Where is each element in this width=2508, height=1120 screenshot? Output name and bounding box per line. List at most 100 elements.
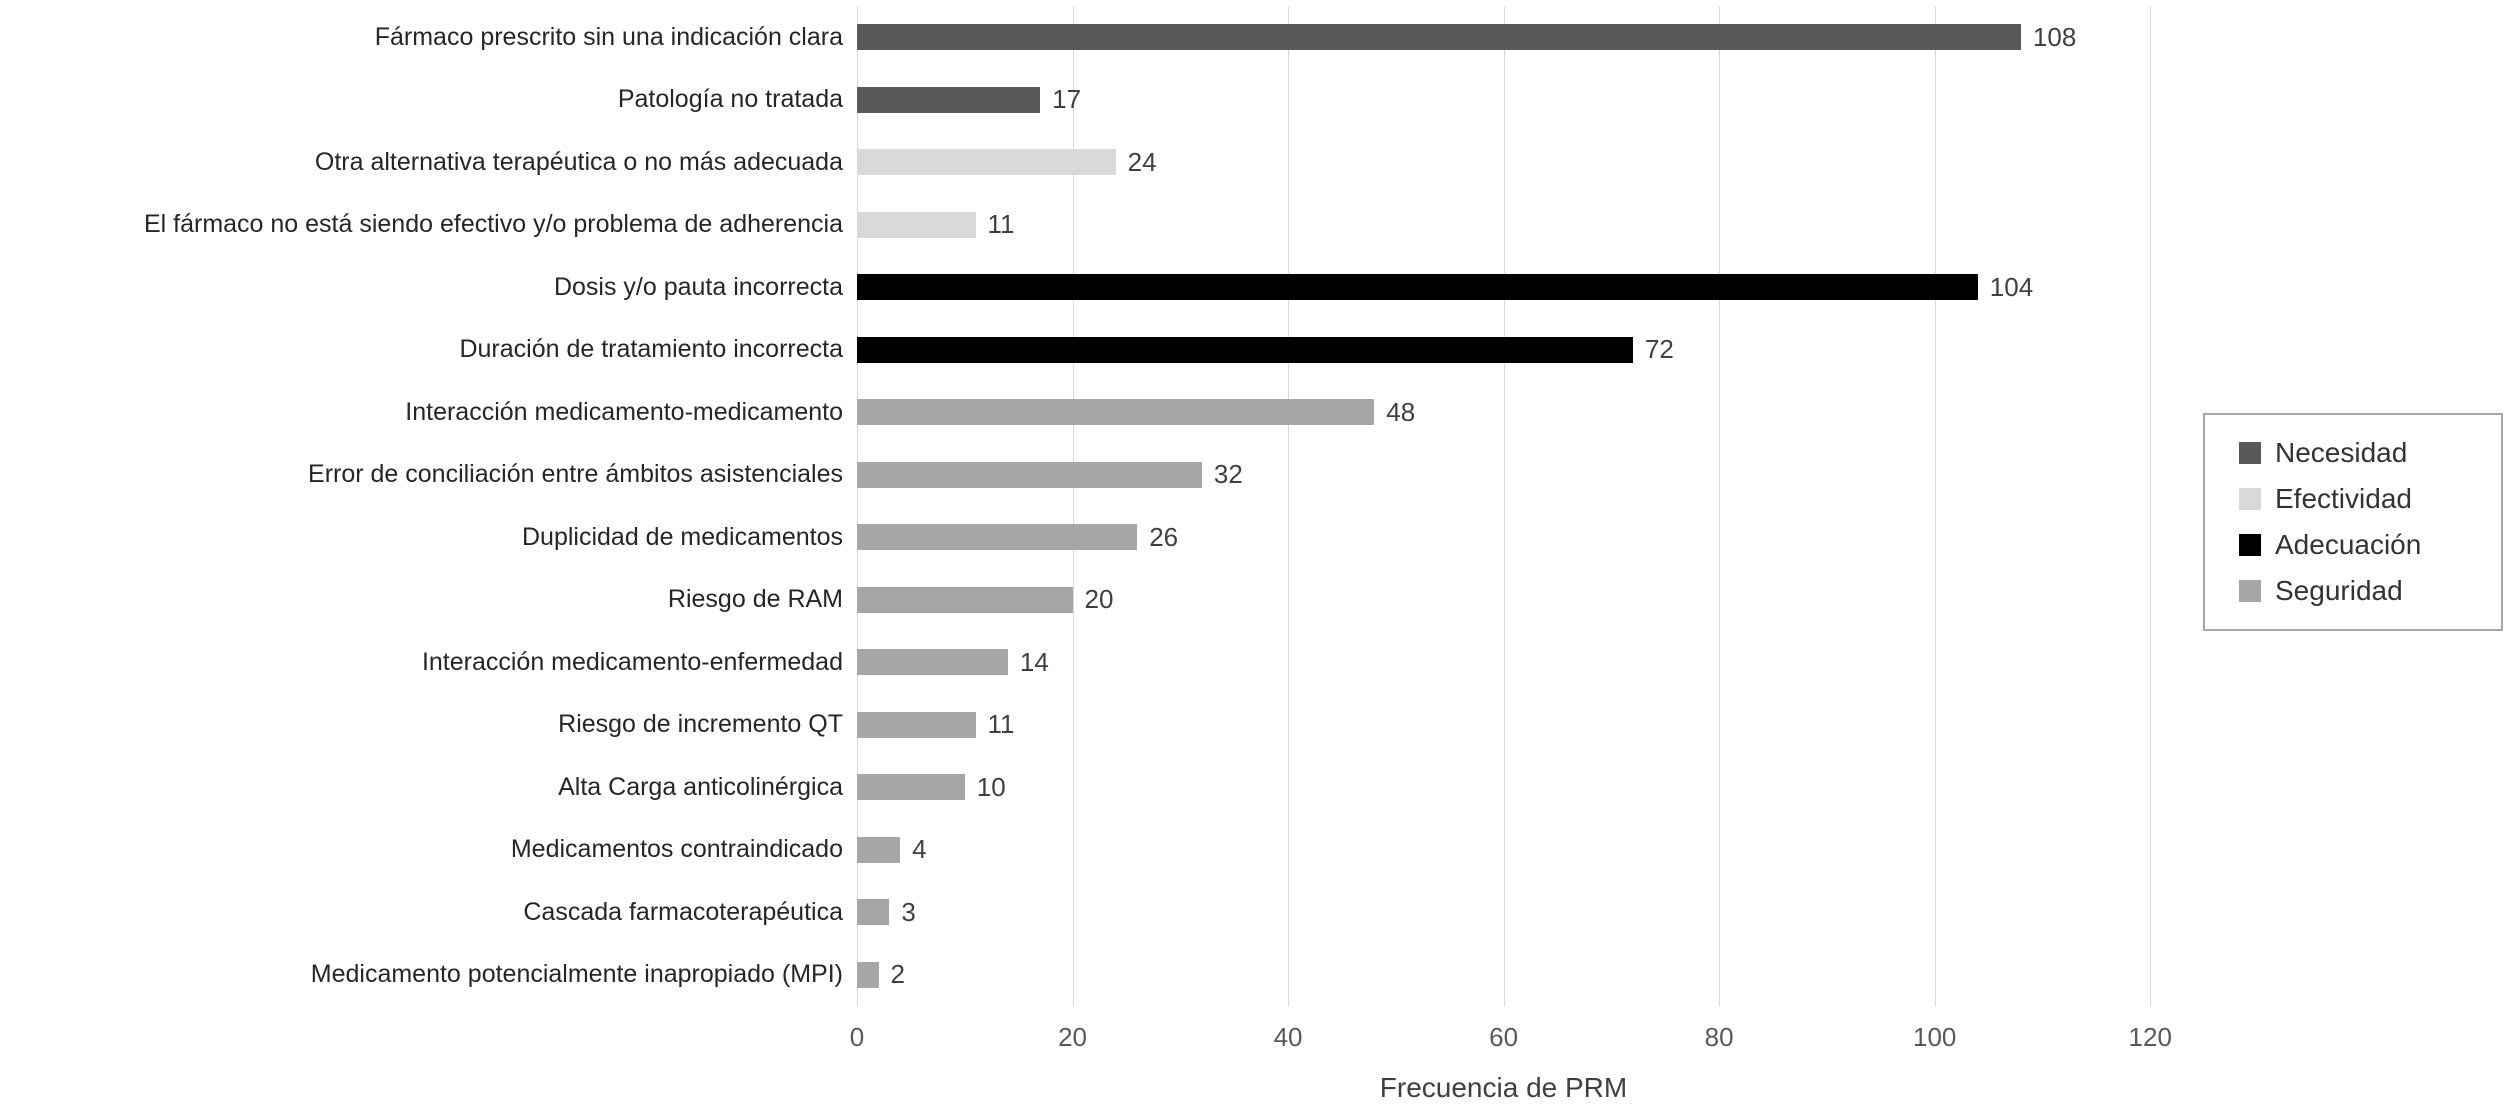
category-label: Patología no tratada: [617, 85, 843, 113]
legend-item: Seguridad: [2239, 575, 2501, 607]
bar-row: Error de conciliación entre ámbitos asis…: [0, 444, 2258, 507]
category-label: Alta Carga anticolinérgica: [558, 772, 843, 801]
bar-row: Medicamento potencialmente inapropiado (…: [0, 944, 2258, 1007]
value-label: 104: [1989, 271, 2034, 302]
bar-row: Duplicidad de medicamentos 26: [0, 506, 2258, 569]
value-label: 10: [976, 771, 1006, 802]
bar-track: 3: [857, 881, 2258, 944]
value-label: 3: [901, 896, 916, 927]
bar: [857, 211, 976, 238]
bar-row: Cascada farmacoterapéutica 3: [0, 881, 2258, 944]
value-label: 14: [1019, 646, 1049, 677]
category-label: El fármaco no está siendo efectivo y/o p…: [143, 210, 843, 238]
bar: [857, 461, 1202, 488]
category-label: Medicamento potencialmente inapropiado (…: [310, 960, 843, 988]
bar: [857, 774, 965, 801]
x-tick-label: 100: [1912, 1022, 1957, 1052]
value-label: 108: [2032, 21, 2077, 52]
bar-track: 32: [857, 444, 2258, 507]
value-label: 48: [1386, 396, 1416, 427]
legend-item: Adecuación: [2239, 529, 2501, 561]
category-label: Error de conciliación entre ámbitos asis…: [308, 460, 843, 488]
legend-label: Seguridad: [2275, 575, 2403, 606]
bar: [857, 149, 1116, 176]
category-label: Dosis y/o pauta incorrecta: [553, 272, 843, 301]
bar-track: 26: [857, 506, 2258, 569]
legend-swatch-icon: [2239, 488, 2261, 510]
legend-swatch-icon: [2239, 442, 2261, 464]
bar-track: 10: [857, 756, 2258, 819]
value-label: 4: [912, 834, 927, 865]
bar-track: 24: [857, 131, 2258, 194]
legend-swatch-icon: [2239, 580, 2261, 602]
legend-label: Efectividad: [2275, 483, 2412, 514]
category-label: Interacción medicamento-enfermedad: [421, 647, 843, 676]
bar: [857, 24, 2021, 51]
x-tick-label: 40: [1273, 1022, 1303, 1052]
x-axis-title: Frecuencia de PRM: [1379, 1072, 1628, 1103]
category-label: Medicamentos contraindicado: [510, 835, 843, 863]
bar: [857, 711, 976, 738]
value-label: 2: [890, 959, 906, 990]
legend: Necesidad Efectividad Adecuación Seguridad: [2203, 413, 2503, 631]
bar-row: Patología no tratada 17: [0, 69, 2258, 132]
bar-row: Fármaco prescrito sin una indicación cla…: [0, 6, 2258, 69]
bar: [857, 649, 1008, 676]
bar-row: El fármaco no está siendo efectivo y/o p…: [0, 194, 2258, 257]
bar-track: 48: [857, 381, 2258, 444]
bar-row: Interacción medicamento-enfermedad 14: [0, 631, 2258, 694]
bar-row: Duración de tratamiento incorrecta 72: [0, 319, 2258, 382]
bar: [857, 336, 1633, 363]
bar-track: 72: [857, 319, 2258, 382]
bar-row: Riesgo de RAM 20: [0, 569, 2258, 632]
bar-row: Medicamentos contraindicado 4: [0, 819, 2258, 882]
value-label: 32: [1213, 459, 1243, 490]
bar: [857, 524, 1138, 551]
category-label: Otra alternativa terapéutica o no más ad…: [314, 147, 843, 176]
bar: [857, 586, 1073, 613]
bar: [857, 961, 879, 988]
category-label: Riesgo de RAM: [667, 585, 843, 613]
bar-track: 108: [857, 6, 2258, 69]
value-label: 11: [987, 209, 1015, 240]
category-label: Duración de tratamiento incorrecta: [459, 335, 843, 363]
legend-item: Necesidad: [2239, 437, 2501, 469]
category-label: Interacción medicamento-medicamento: [405, 397, 843, 426]
bar-track: 11: [857, 194, 2258, 257]
bar-row: Alta Carga anticolinérgica 10: [0, 756, 2258, 819]
x-tick-label: 60: [1489, 1022, 1519, 1052]
legend-item: Efectividad: [2239, 483, 2501, 515]
bar: [857, 399, 1375, 426]
legend-swatch-icon: [2239, 534, 2261, 556]
category-label: Fármaco prescrito sin una indicación cla…: [374, 22, 843, 51]
bar-track: 14: [857, 631, 2258, 694]
bar: [857, 86, 1041, 113]
bar-row: Riesgo de incremento QT 11: [0, 694, 2258, 757]
category-label: Duplicidad de medicamentos: [521, 522, 843, 551]
bar: [857, 899, 890, 926]
x-axis: 0 20 40 60 80 100 120: [850, 1022, 2258, 1056]
bar-rows: Fármaco prescrito sin una indicación cla…: [0, 6, 2258, 1006]
x-tick-label: 120: [2128, 1022, 2172, 1052]
value-label: 26: [1149, 521, 1179, 552]
bar-track: 11: [857, 694, 2258, 757]
bar-row: Dosis y/o pauta incorrecta 104: [0, 256, 2258, 319]
bar-row: Interacción medicamento-medicamento 48: [0, 381, 2258, 444]
bar-track: 20: [857, 569, 2258, 632]
bar: [857, 836, 901, 863]
category-label: Riesgo de incremento QT: [558, 710, 843, 738]
bar: [857, 274, 1978, 301]
value-label: 20: [1084, 584, 1114, 615]
x-tick-label: 80: [1704, 1022, 1734, 1052]
bar-track: 17: [857, 69, 2258, 132]
bar-track: 2: [857, 944, 2258, 1007]
bar-track: 104: [857, 256, 2258, 319]
x-tick-label: 0: [849, 1022, 865, 1052]
bar-row: Otra alternativa terapéutica o no más ad…: [0, 131, 2258, 194]
value-label: 17: [1052, 84, 1082, 115]
x-tick-label: 20: [1058, 1022, 1087, 1052]
bar-track: 4: [857, 819, 2258, 882]
legend-label: Adecuación: [2275, 529, 2422, 560]
value-label: 72: [1644, 334, 1674, 365]
